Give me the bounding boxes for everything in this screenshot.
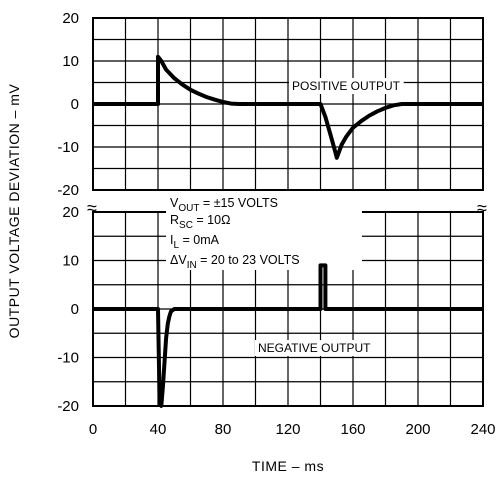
y-tick-label: 20 bbox=[62, 204, 79, 221]
bottom-y-tick-labels: 20 10 0 -10 -20 bbox=[57, 204, 79, 415]
x-tick-label: 40 bbox=[150, 421, 167, 438]
y-tick-label: -20 bbox=[57, 398, 79, 415]
y-axis-label: OUTPUT VOLTAGE DEVIATION – mV bbox=[6, 84, 22, 339]
y-tick-label: 0 bbox=[71, 96, 79, 113]
y-tick-label: 10 bbox=[62, 53, 79, 70]
positive-output-label-bg bbox=[289, 78, 404, 94]
x-tick-label: 80 bbox=[215, 421, 232, 438]
condition-vout: VOUT = ±15 VOLTS bbox=[170, 196, 278, 214]
y-tick-label: -10 bbox=[57, 139, 79, 156]
y-tick-label: -20 bbox=[57, 182, 79, 199]
x-tick-label: 240 bbox=[470, 421, 495, 438]
axis-break-left: ≈ bbox=[87, 198, 97, 218]
x-tick-label: 120 bbox=[275, 421, 300, 438]
y-tick-label: 10 bbox=[62, 253, 79, 270]
condition-rsc: RSC = 10Ω bbox=[170, 213, 230, 231]
condition-dvin: ΔVIN = 20 to 23 VOLTS bbox=[170, 253, 300, 271]
x-tick-label: 0 bbox=[89, 421, 97, 438]
positive-output-curve bbox=[93, 54, 483, 160]
top-y-tick-labels: 20 10 0 -10 -20 bbox=[57, 10, 79, 199]
axis-break-right: ≈ bbox=[477, 198, 487, 218]
x-tick-label: 200 bbox=[405, 421, 430, 438]
positive-output-label: POSITIVE OUTPUT bbox=[292, 79, 401, 93]
negative-output-curve bbox=[93, 263, 483, 408]
x-tick-labels: 0 40 80 120 160 200 240 bbox=[89, 421, 496, 438]
negative-output-label: NEGATIVE OUTPUT bbox=[258, 341, 371, 355]
y-tick-label: 0 bbox=[71, 301, 79, 318]
top-panel-grid bbox=[93, 18, 483, 190]
x-tick-label: 160 bbox=[340, 421, 365, 438]
negative-output-label-bg bbox=[255, 340, 375, 356]
y-tick-label: -10 bbox=[57, 350, 79, 367]
x-axis-label: TIME – ms bbox=[252, 458, 324, 474]
condition-il: IL = 0mA bbox=[170, 233, 220, 251]
y-tick-label: 20 bbox=[62, 10, 79, 27]
conditions-box bbox=[166, 193, 362, 270]
